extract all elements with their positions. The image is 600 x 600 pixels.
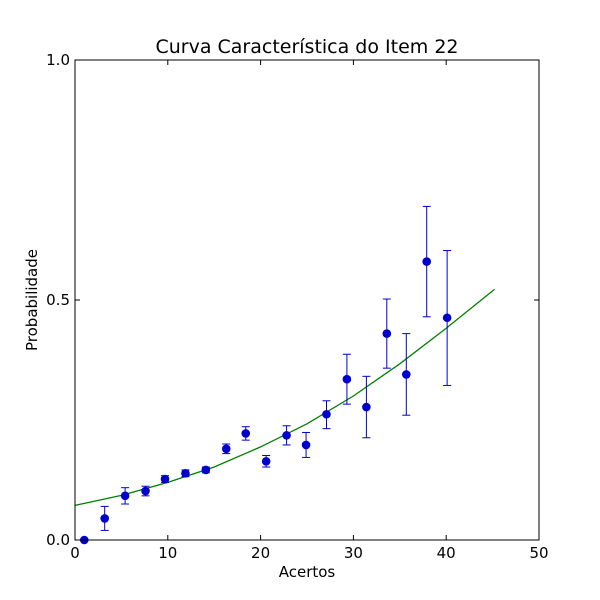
plot-frame — [74, 59, 540, 541]
data-points-layer — [79, 257, 452, 545]
data-point — [301, 440, 311, 450]
data-point — [382, 329, 392, 338]
data-point — [181, 468, 190, 478]
data-point — [442, 313, 452, 323]
data-point — [261, 456, 271, 466]
data-point — [362, 402, 371, 412]
y-tick-label: 0.0 — [46, 531, 70, 549]
chart-title: Curva Característica do Item 22 — [155, 36, 458, 58]
x-tick-label: 20 — [251, 544, 270, 562]
data-point — [100, 514, 109, 523]
data-point — [160, 474, 170, 484]
data-point — [282, 431, 291, 440]
data-point — [120, 491, 130, 501]
x-tick-label: 30 — [344, 544, 363, 562]
axis-ticks: 0 10 20 30 40 50 0.0 0.5 1.0 — [46, 51, 548, 562]
x-tick-label: 40 — [437, 544, 456, 562]
x-tick-label: 50 — [529, 544, 548, 562]
x-tick-label: 10 — [158, 544, 177, 562]
data-point — [342, 374, 352, 384]
data-point — [422, 257, 432, 266]
data-point — [322, 409, 331, 419]
data-point — [221, 444, 231, 454]
y-tick-label: 0.5 — [46, 291, 70, 309]
fit-curve-layer — [74, 288, 495, 507]
data-point — [201, 465, 211, 475]
data-point — [401, 370, 411, 379]
y-tick-label: 1.0 — [46, 51, 70, 69]
data-point — [241, 429, 251, 438]
error-bars-layer — [100, 205, 452, 531]
x-tick-label: 0 — [70, 544, 80, 562]
data-point — [141, 486, 150, 496]
x-axis-label: Acertos — [279, 563, 336, 581]
fit-curve-line — [74, 288, 495, 507]
y-axis-label: Probabilidade — [23, 249, 41, 351]
